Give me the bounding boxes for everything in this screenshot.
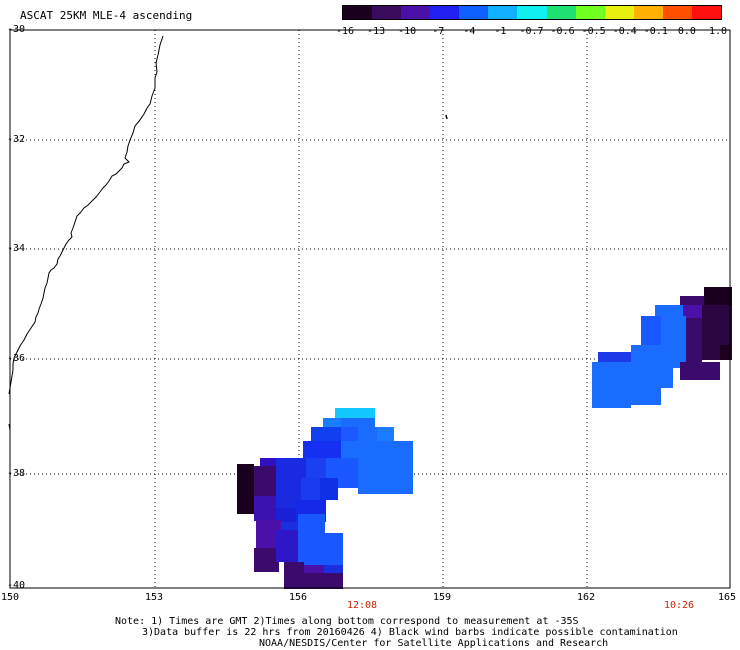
lon-label: 150 — [1, 592, 20, 603]
lon-label: 162 — [577, 592, 596, 603]
colorbar-label: -0.4 — [612, 26, 637, 37]
lon-label: 156 — [289, 592, 308, 603]
lat-label: -30 — [7, 24, 26, 35]
colorbar-segment — [633, 6, 663, 19]
colorbar-segment — [604, 6, 634, 19]
colorbar-segment — [343, 6, 373, 19]
small-island — [445, 114, 448, 120]
colorbar-label: -1 — [494, 26, 507, 37]
lon-label: 165 — [718, 592, 737, 603]
map-title: ASCAT 25KM MLE-4 ascending — [20, 9, 193, 22]
colorbar-label: 0.0 — [677, 26, 696, 37]
colorbar-segment — [662, 6, 692, 19]
colorbar-label: -13 — [367, 26, 386, 37]
note-line-3: NOAA/NESDIS/Center for Satellite Applica… — [259, 638, 609, 649]
colorbar-label: -7 — [432, 26, 445, 37]
colorbar-label: -4 — [463, 26, 476, 37]
colorbar-segment — [575, 6, 605, 19]
lon-label: 159 — [433, 592, 452, 603]
note-line-2: 3)Data buffer is 22 hrs from 20160426 4)… — [142, 627, 678, 638]
colorbar-segment — [691, 6, 722, 19]
time-label: 10:26 — [663, 600, 695, 611]
colorbar-segment — [430, 6, 460, 19]
time-label: 12:08 — [346, 600, 378, 611]
lon-label: 153 — [145, 592, 164, 603]
colorbar-segment — [401, 6, 431, 19]
colorbar-segment — [546, 6, 576, 19]
lat-label: -36 — [7, 353, 26, 364]
swath-east — [592, 287, 732, 408]
grid-lines — [10, 30, 730, 588]
note-line-1: Note: 1) Times are GMT 2)Times along bot… — [115, 616, 579, 627]
colorbar-label: -0.7 — [519, 26, 544, 37]
colorbar — [342, 5, 722, 20]
lat-label: -34 — [7, 243, 26, 254]
colorbar-label: -0.6 — [550, 26, 575, 37]
lat-label: -40 — [7, 580, 26, 591]
coastline — [8, 35, 164, 395]
colorbar-segment — [488, 6, 518, 19]
map-frame — [9, 29, 731, 589]
colorbar-label: -0.5 — [581, 26, 606, 37]
lat-label: -38 — [7, 468, 26, 479]
colorbar-label: -16 — [335, 26, 355, 37]
lat-label: -32 — [7, 134, 26, 145]
swath-south — [237, 408, 413, 589]
colorbar-label: -0.1 — [643, 26, 668, 37]
colorbar-label: -10 — [398, 26, 417, 37]
colorbar-segment — [517, 6, 547, 19]
colorbar-label: 1.0 — [708, 26, 728, 37]
colorbar-segment — [459, 6, 489, 19]
colorbar-segment — [372, 6, 402, 19]
